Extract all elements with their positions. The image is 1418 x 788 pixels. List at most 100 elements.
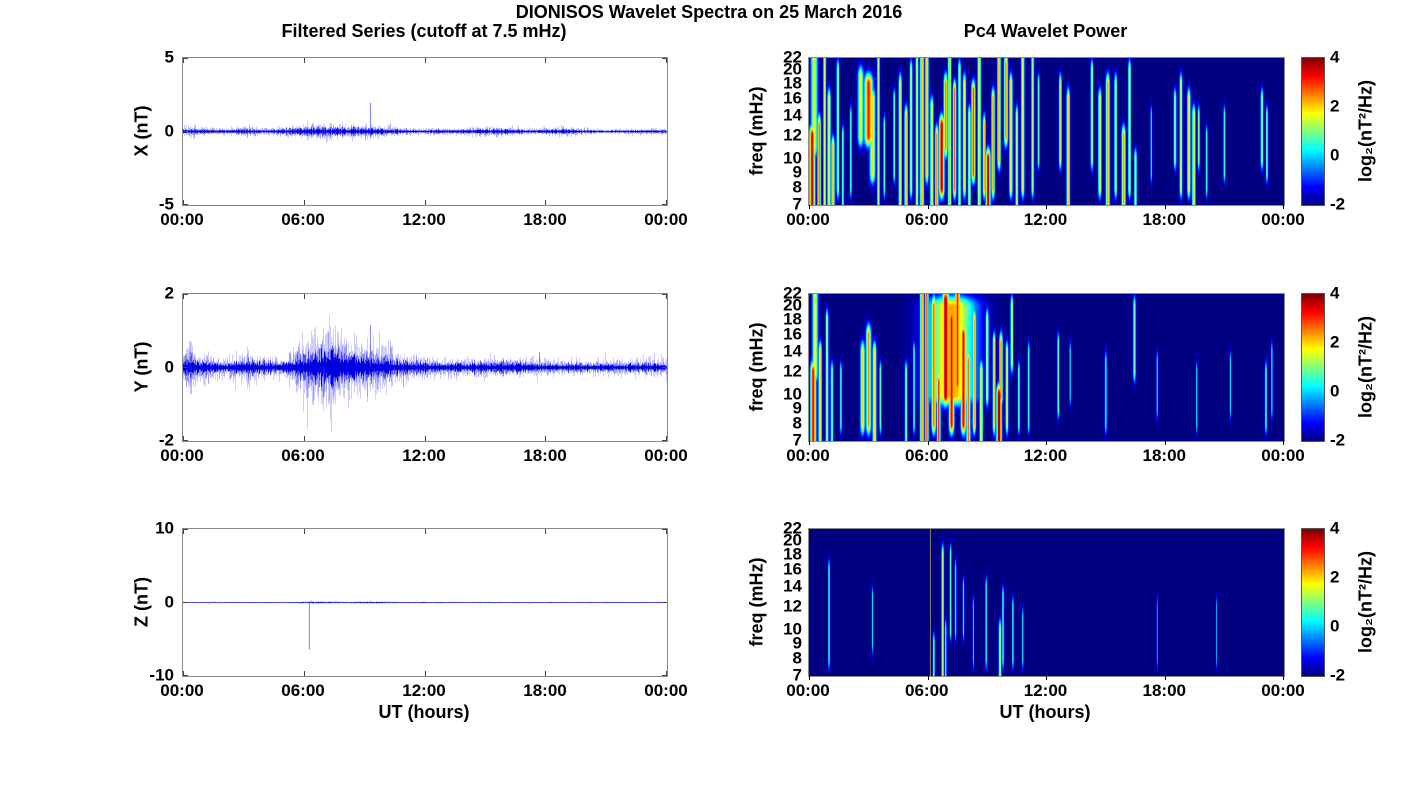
freq-tick-label: 18 <box>783 73 802 93</box>
y-tick-mark <box>183 131 188 132</box>
freq-tick-label: 20 <box>783 530 802 550</box>
freq-axis-label-wavelet-y: freq (mHz) <box>746 322 767 411</box>
x-tick-label: 06:00 <box>281 446 325 465</box>
freq-tick-label: 7 <box>792 194 802 214</box>
x-tick-label: 06:00 <box>905 210 949 229</box>
x-tick-label: 00:00 <box>786 446 830 465</box>
x-tick-mark <box>666 436 667 441</box>
y-tick-mark <box>183 440 188 441</box>
colorbar-label-wavelet-y: log₂(nT²/Hz) <box>1355 315 1376 418</box>
x-tick-label: 18:00 <box>1142 446 1186 465</box>
freq-tick-label: 7 <box>792 665 802 685</box>
freq-tick-label: 12 <box>783 125 802 145</box>
freq-tick-label: 9 <box>792 633 802 653</box>
axes-line-x <box>182 57 668 206</box>
x-tick-mark <box>928 205 929 209</box>
freq-tick-label: 22 <box>783 47 802 67</box>
x-tick-mark <box>545 294 546 299</box>
left-x-axis-label: UT (hours) <box>378 702 470 722</box>
x-tick-mark <box>1046 676 1047 680</box>
freq-tick-label: 14 <box>783 341 802 361</box>
x-tick-label: 12:00 <box>402 446 446 465</box>
right-column-title: Pc4 Wavelet Power <box>963 21 1128 41</box>
colorbar-tick-label: 4 <box>1330 47 1340 67</box>
line-plot-canvas-z <box>183 529 667 676</box>
freq-tick-label: 12 <box>783 361 802 381</box>
freq-tick-label: 20 <box>783 295 802 315</box>
axes-line-z <box>182 528 668 677</box>
wavelet-canvas-x <box>809 58 1284 205</box>
colorbar-label-wavelet-z: log₂(nT²/Hz) <box>1355 550 1376 653</box>
colorbar-wavelet-x <box>1301 57 1325 206</box>
x-tick-mark <box>545 529 546 534</box>
axes-line-y <box>182 293 668 442</box>
x-tick-label: 00:00 <box>160 210 204 229</box>
x-tick-label: 00:00 <box>786 210 830 229</box>
freq-tick-label: 18 <box>783 309 802 329</box>
axes-wavelet-x <box>808 57 1285 209</box>
freq-tick-label: 20 <box>783 59 802 79</box>
colorbar-tick-label: 4 <box>1330 518 1340 538</box>
x-tick-mark <box>183 436 184 441</box>
x-tick-label: 00:00 <box>644 681 688 700</box>
x-tick-mark <box>183 294 184 299</box>
x-tick-mark <box>1165 676 1166 680</box>
x-tick-mark <box>1283 205 1284 209</box>
x-tick-label: 00:00 <box>1261 681 1305 700</box>
x-tick-mark <box>183 671 184 676</box>
colorbar-label-wavelet-x: log₂(nT²/Hz) <box>1355 79 1376 182</box>
y-tick-label: -10 <box>149 665 174 685</box>
y-tick-label: 2 <box>164 283 174 303</box>
y-tick-mark <box>662 294 667 295</box>
x-tick-label: 00:00 <box>1261 446 1305 465</box>
colorbar-tick-label: 2 <box>1330 567 1340 587</box>
y-tick-mark <box>662 204 667 205</box>
x-tick-mark <box>928 676 929 680</box>
x-tick-mark <box>425 58 426 63</box>
x-tick-mark <box>545 58 546 63</box>
x-tick-label: 00:00 <box>644 446 688 465</box>
x-tick-mark <box>183 200 184 205</box>
x-tick-mark <box>425 671 426 676</box>
x-tick-mark <box>1165 441 1166 445</box>
y-tick-mark <box>183 204 188 205</box>
y-tick-label: 5 <box>164 47 174 67</box>
x-tick-mark <box>1283 676 1284 680</box>
x-tick-mark <box>304 58 305 63</box>
freq-tick-label: 22 <box>783 283 802 303</box>
y-axis-label-line-y: Y (nT) <box>131 341 152 392</box>
axes-wavelet-z <box>808 528 1285 680</box>
y-tick-mark <box>662 440 667 441</box>
x-tick-mark <box>809 441 810 445</box>
x-tick-mark <box>1283 441 1284 445</box>
freq-tick-label: 8 <box>792 177 802 197</box>
x-tick-mark <box>425 294 426 299</box>
y-tick-mark <box>662 367 667 368</box>
line-plot-canvas-x <box>183 58 667 205</box>
x-tick-label: 00:00 <box>160 446 204 465</box>
x-tick-mark <box>304 294 305 299</box>
wavelet-canvas-y <box>809 294 1284 441</box>
x-tick-mark <box>666 529 667 534</box>
x-tick-mark <box>928 441 929 445</box>
colorbar-wavelet-y <box>1301 293 1325 442</box>
x-tick-mark <box>304 436 305 441</box>
wavelet-canvas-z <box>809 529 1284 676</box>
x-tick-label: 18:00 <box>1142 210 1186 229</box>
freq-tick-label: 8 <box>792 413 802 433</box>
x-tick-mark <box>666 200 667 205</box>
freq-tick-label: 14 <box>783 576 802 596</box>
y-tick-label: 0 <box>164 357 174 376</box>
y-tick-mark <box>183 529 188 530</box>
colorbar-tick-label: -2 <box>1330 665 1346 685</box>
y-tick-mark <box>183 367 188 368</box>
freq-tick-label: 16 <box>783 88 802 108</box>
freq-tick-label: 9 <box>792 398 802 418</box>
y-tick-mark <box>662 58 667 59</box>
colorbar-tick-label: 0 <box>1330 381 1340 401</box>
x-tick-mark <box>425 436 426 441</box>
colorbar-tick-label: 4 <box>1330 283 1340 303</box>
freq-tick-label: 10 <box>783 384 802 404</box>
y-tick-label: 10 <box>155 518 174 538</box>
